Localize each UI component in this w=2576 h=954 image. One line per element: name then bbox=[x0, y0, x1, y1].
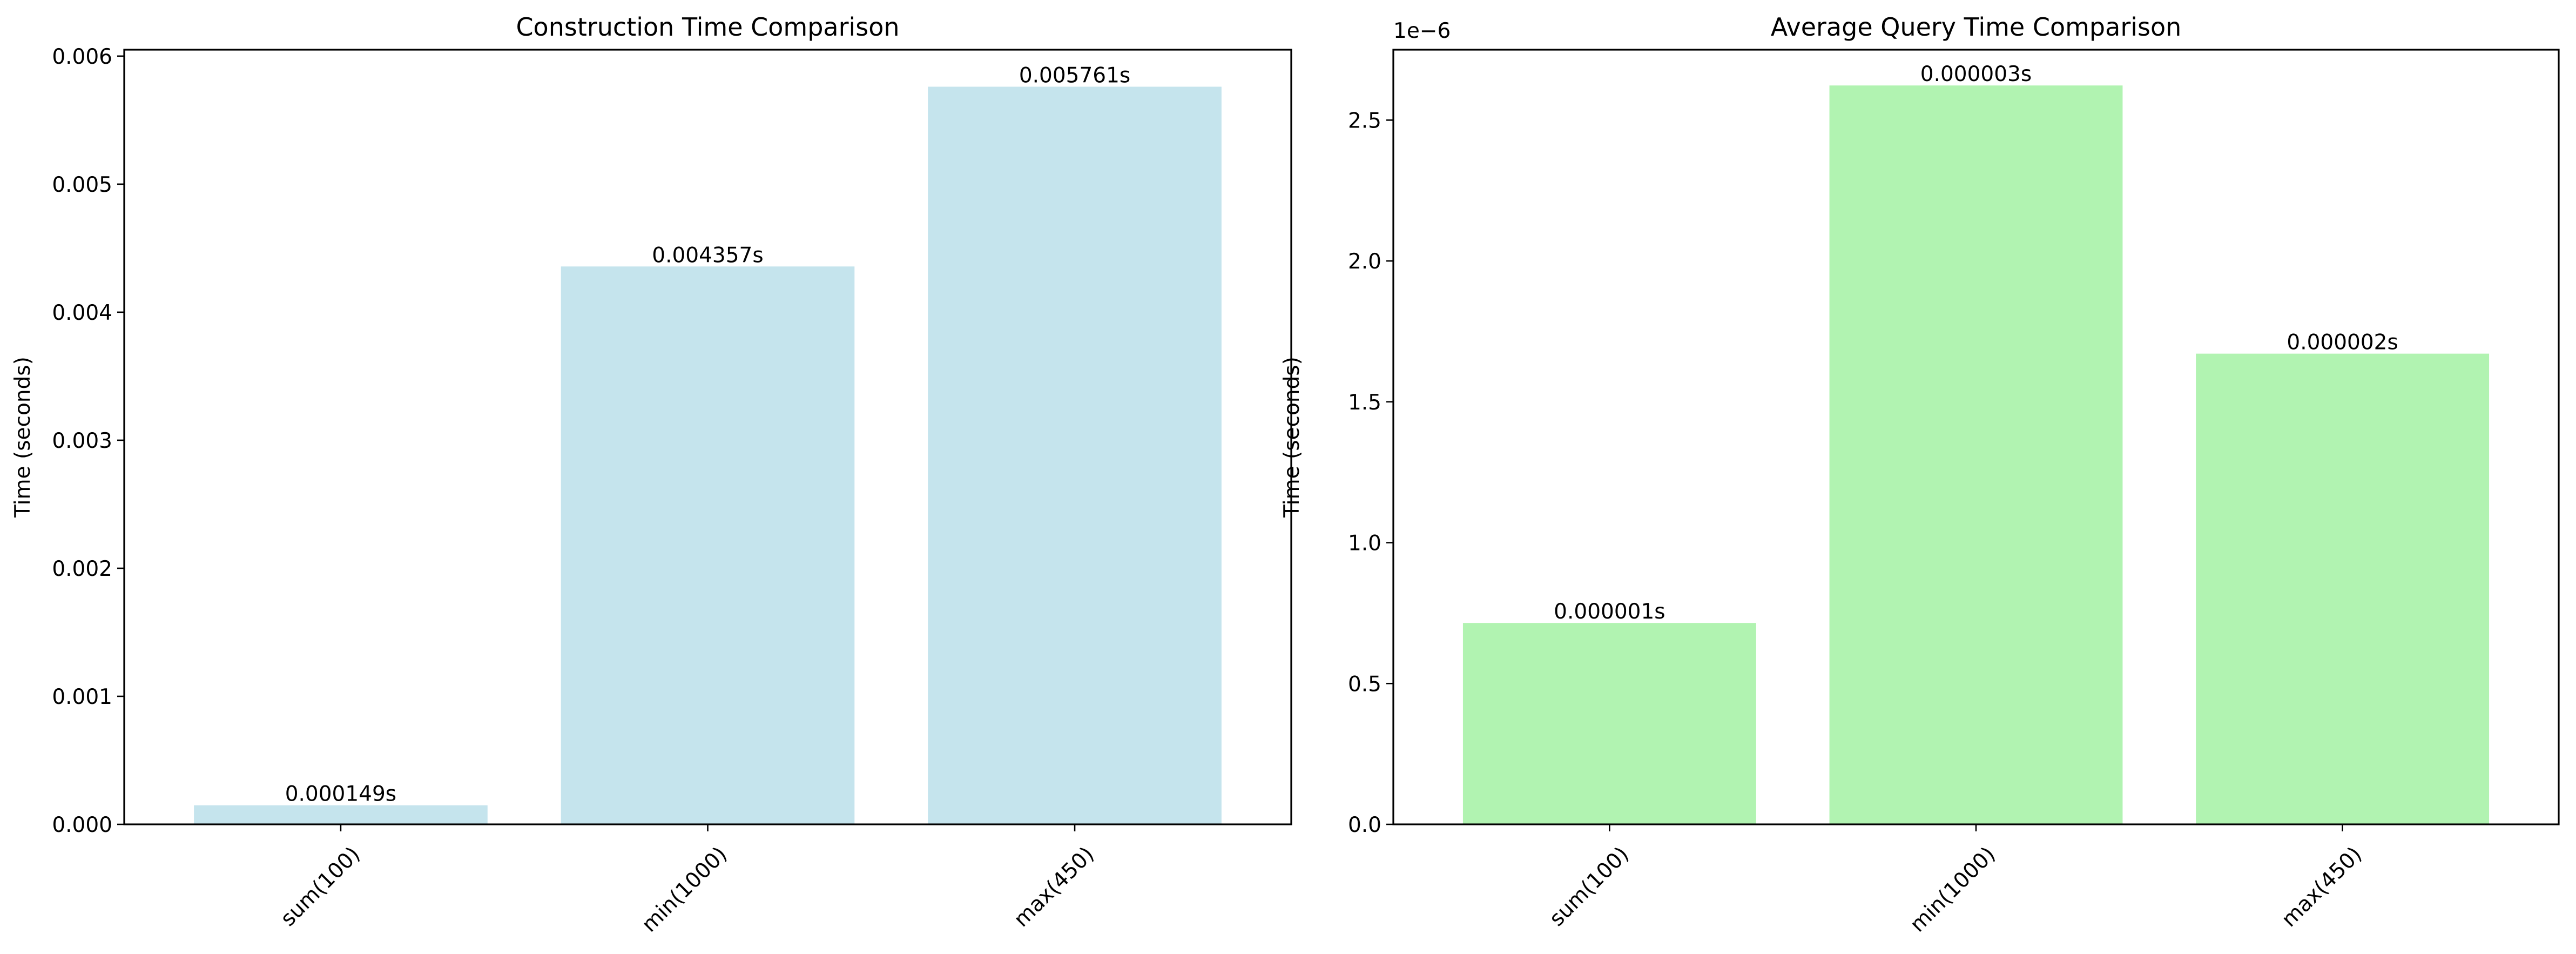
query-time-plot-frame bbox=[1392, 49, 2560, 825]
construction-time-y-tick-label: 0.006 bbox=[52, 45, 112, 69]
query-time-y-tick-label: 0.0 bbox=[1348, 813, 1381, 837]
query-time-y-tick-label: 0.5 bbox=[1348, 672, 1381, 696]
query-time-bar bbox=[1829, 85, 2123, 824]
construction-time-bar bbox=[194, 805, 488, 824]
query-time-bars: 0.000001s 0.000003s 0.000002s bbox=[1462, 62, 2490, 824]
query-time-bar-value-label: 0.000001s bbox=[1554, 600, 1665, 624]
construction-time-bar-value-label: 0.004357s bbox=[652, 243, 763, 267]
construction-time-bar-value-label: 0.005761s bbox=[1019, 64, 1130, 88]
query-time-y-tick-label: 1.5 bbox=[1348, 391, 1381, 415]
query-time-offset-label: 1e−6 bbox=[1393, 19, 1451, 43]
construction-time-y-tick-label: 0.005 bbox=[52, 173, 112, 197]
construction-time-chart: 0.000149s 0.004357s 0.005761s 0.000 0.001 0.… bbox=[11, 12, 1292, 937]
query-time-y-tick-label: 1.0 bbox=[1348, 532, 1381, 556]
query-time-y-tick-label: 2.5 bbox=[1348, 109, 1381, 133]
construction-time-y-tick-label: 0.003 bbox=[52, 429, 112, 453]
query-time-y-tick-label: 2.0 bbox=[1348, 250, 1381, 274]
query-time-bar bbox=[1462, 623, 1756, 824]
query-time-bar-value-label: 0.000003s bbox=[1920, 62, 2032, 86]
construction-time-bar bbox=[561, 266, 855, 825]
construction-time-y-tick-label: 0.001 bbox=[52, 685, 112, 709]
construction-time-title: Construction Time Comparison bbox=[516, 12, 899, 42]
construction-time-y-axis-label: Time (seconds) bbox=[11, 357, 35, 518]
construction-time-plot-frame bbox=[123, 49, 1292, 825]
construction-time-bar-value-label: 0.000149s bbox=[285, 782, 396, 807]
query-time-bar-value-label: 0.000002s bbox=[2287, 331, 2398, 355]
construction-time-y-tick-label: 0.000 bbox=[52, 813, 112, 837]
query-time-title: Average Query Time Comparison bbox=[1771, 12, 2182, 42]
query-time-bar bbox=[2196, 353, 2490, 824]
construction-time-y-tick-label: 0.004 bbox=[52, 301, 112, 325]
construction-time-bar bbox=[928, 86, 1222, 825]
construction-time-y-tick-label: 0.002 bbox=[52, 557, 112, 581]
query-time-y-axis-label: Time (seconds) bbox=[1280, 357, 1304, 518]
construction-time-bars: 0.000149s 0.004357s 0.005761s bbox=[194, 64, 1222, 825]
